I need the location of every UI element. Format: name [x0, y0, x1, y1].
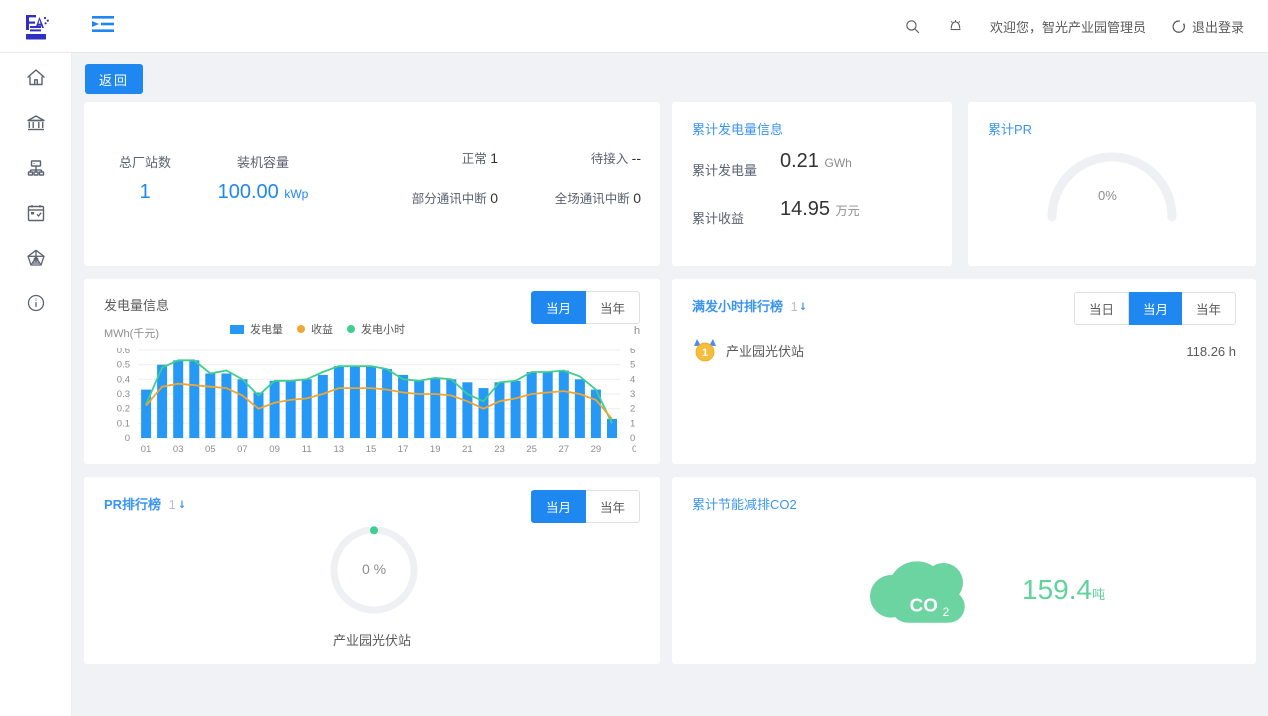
svg-text:19: 19 [430, 444, 441, 455]
svg-text:25: 25 [526, 444, 537, 455]
svg-text:01: 01 [141, 444, 152, 455]
svg-text:0.1: 0.1 [117, 418, 130, 429]
svg-text:0 %: 0 % [362, 561, 386, 577]
svg-text:23: 23 [494, 444, 505, 455]
svg-text:CO: CO [910, 595, 938, 616]
svg-text:29: 29 [591, 444, 602, 455]
svg-text:0: 0 [630, 433, 635, 444]
svg-text:0.2: 0.2 [117, 404, 130, 415]
svg-text:4: 4 [630, 374, 635, 385]
svg-text:05: 05 [205, 444, 216, 455]
svg-text:3: 3 [630, 389, 635, 400]
svg-text:0.4: 0.4 [117, 374, 130, 385]
svg-text:6: 6 [630, 348, 635, 356]
svg-text:17: 17 [398, 444, 409, 455]
svg-text:13: 13 [334, 444, 345, 455]
svg-text:0.3: 0.3 [117, 389, 130, 400]
svg-text:1: 1 [702, 347, 708, 359]
svg-text:0月: 0月 [632, 444, 636, 455]
svg-text:1: 1 [630, 418, 635, 429]
svg-text:0: 0 [125, 433, 130, 444]
svg-text:11: 11 [302, 444, 312, 455]
svg-text:03: 03 [173, 444, 184, 455]
svg-text:07: 07 [237, 444, 248, 455]
svg-text:0.5: 0.5 [117, 360, 130, 371]
svg-text:21: 21 [462, 444, 473, 455]
svg-text:27: 27 [559, 444, 570, 455]
svg-text:5: 5 [630, 360, 635, 371]
svg-text:15: 15 [366, 444, 377, 455]
svg-text:09: 09 [269, 444, 280, 455]
svg-text:0.6: 0.6 [117, 348, 130, 356]
svg-text:2: 2 [630, 404, 635, 415]
svg-text:2: 2 [943, 605, 950, 619]
